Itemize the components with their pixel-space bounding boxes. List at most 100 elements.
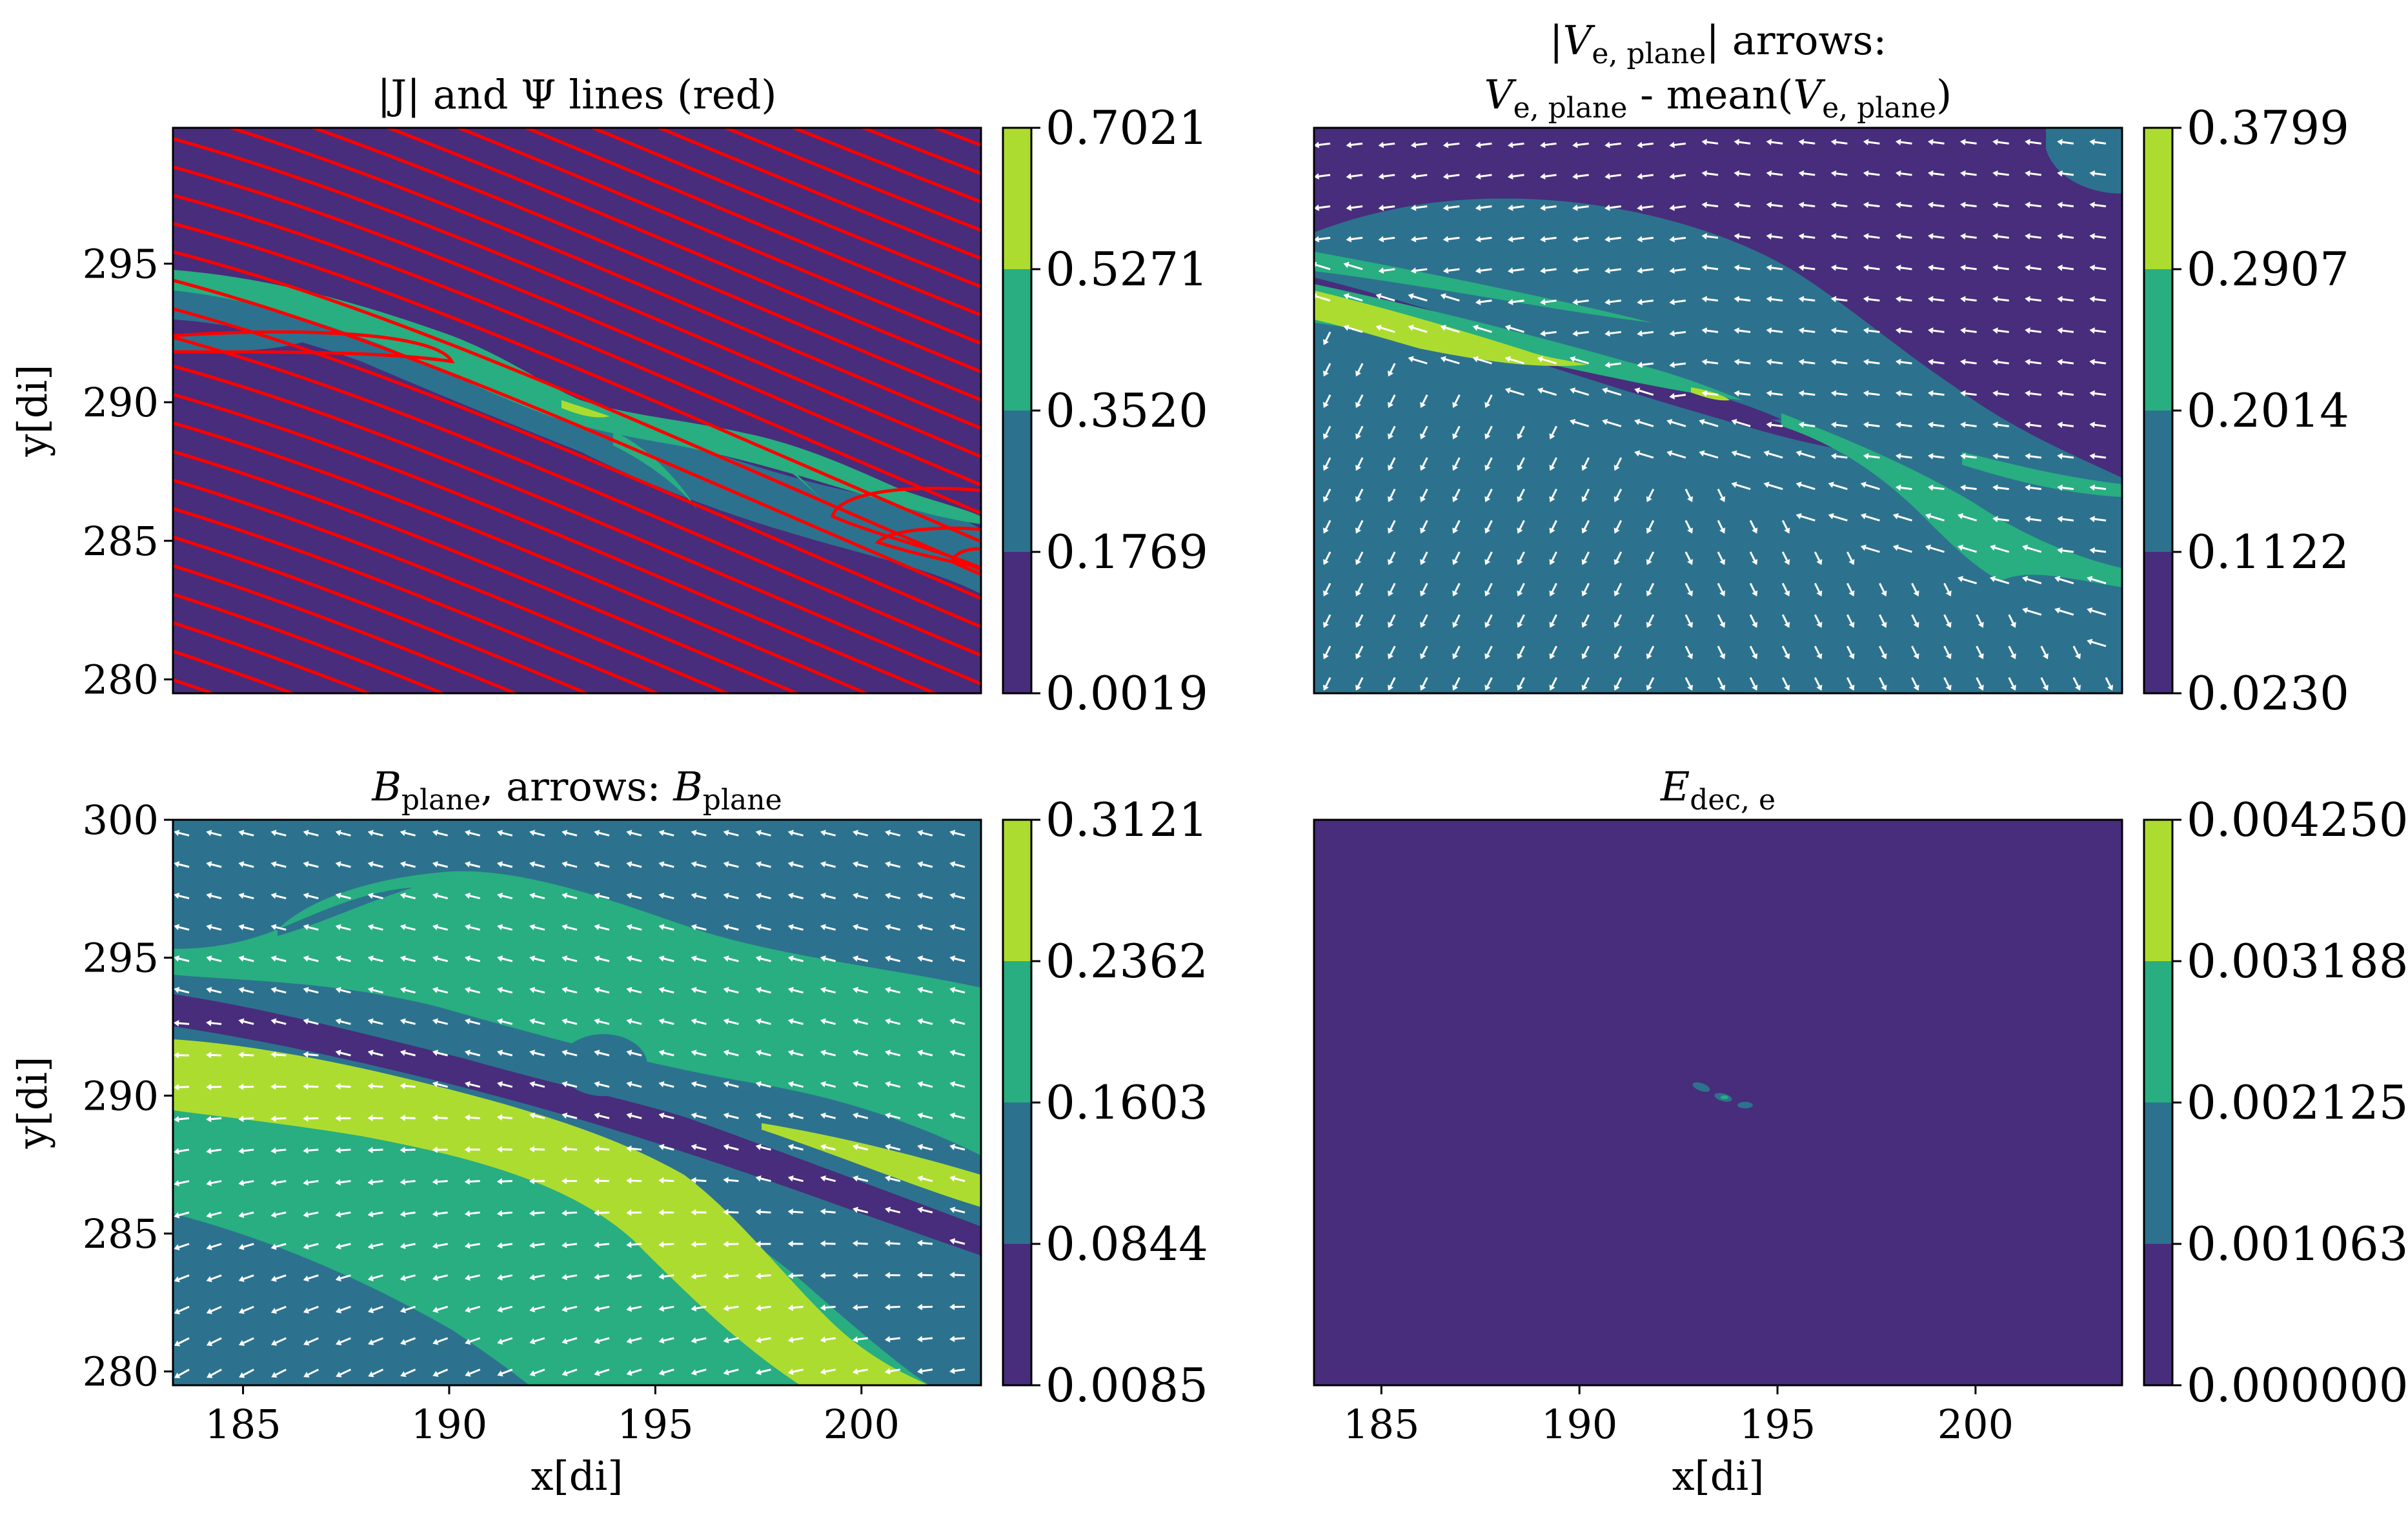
arrow: [1412, 295, 1428, 302]
arrow: [1510, 358, 1524, 365]
y-axis-label: y[di]: [9, 1057, 56, 1150]
arrow: [2062, 361, 2074, 365]
arrow: [1717, 676, 1723, 687]
arrow-head: [949, 1238, 956, 1245]
arrow-head: [723, 1241, 729, 1248]
arrow-head: [335, 1115, 341, 1122]
arrow-head: [1784, 590, 1790, 597]
arrow: [437, 863, 449, 868]
arrow: [1325, 614, 1331, 624]
arrow: [1868, 172, 1880, 176]
arrow: [1477, 327, 1492, 333]
arrow: [1900, 203, 1912, 208]
arrow: [372, 895, 383, 900]
arrow-head: [1388, 558, 1394, 565]
arrow: [889, 926, 901, 931]
arrow: [1897, 546, 1912, 553]
arrow-head: [1928, 170, 1934, 177]
arrow-head: [367, 1115, 373, 1122]
arrow-head: [1314, 141, 1320, 148]
arrow: [1997, 455, 2009, 459]
arrow-head: [1928, 296, 1934, 303]
arrow: [1486, 676, 1493, 687]
psi-line: [173, 564, 520, 693]
arrow: [1480, 142, 1492, 147]
arrow-head: [2089, 233, 2095, 240]
arrow-head: [1863, 233, 1869, 240]
arrow: [954, 1337, 966, 1340]
arrow-head: [400, 1243, 406, 1250]
arrow-head: [529, 861, 536, 868]
arrow: [1615, 457, 1623, 467]
arrow: [372, 1243, 383, 1248]
arrow: [922, 1146, 933, 1151]
arrow: [405, 1020, 416, 1025]
arrow-head: [2057, 170, 2063, 177]
arrow-head: [1766, 327, 1772, 334]
arrow-head: [2057, 233, 2063, 240]
arrow: [501, 989, 513, 994]
arrow: [307, 1337, 319, 1344]
arrow-head: [174, 1052, 179, 1059]
arrow-head: [916, 1303, 923, 1310]
arrow: [760, 1114, 771, 1119]
arrow: [340, 1274, 351, 1279]
arrow: [534, 1052, 545, 1057]
arrow-head: [755, 829, 762, 837]
arrow-head: [335, 955, 341, 962]
arrow: [1674, 142, 1686, 147]
arrow-head: [1895, 201, 1901, 208]
arrow-head: [1484, 590, 1491, 597]
arrow-head: [367, 1146, 373, 1154]
arrow: [1415, 142, 1428, 147]
arrow: [1422, 457, 1428, 467]
arrow: [1800, 515, 1816, 522]
arrow-head: [1322, 464, 1329, 471]
x-tick-label: 195: [617, 1401, 693, 1448]
arrow: [1911, 582, 1917, 593]
arrow: [728, 1211, 739, 1214]
arrow: [1351, 236, 1363, 241]
arrow-head: [1604, 361, 1610, 369]
arrow: [566, 895, 578, 900]
arrow-head: [2025, 452, 2030, 460]
arrow: [340, 1211, 351, 1215]
arrow: [1551, 614, 1557, 624]
arrow: [922, 1368, 933, 1372]
y-tick-label: 285: [83, 518, 159, 565]
arrow-head: [755, 1018, 762, 1025]
arrow: [1325, 363, 1331, 372]
arrow-head: [1701, 139, 1708, 146]
arrow: [1803, 172, 1816, 176]
arrow: [922, 957, 933, 962]
arrow: [501, 1083, 513, 1088]
arrow: [1962, 515, 1978, 522]
arrow: [340, 957, 351, 962]
psi-line: [173, 507, 662, 693]
arrow: [857, 1114, 869, 1119]
arrow: [889, 1020, 901, 1025]
arrow: [178, 1211, 190, 1217]
arrow: [1454, 520, 1461, 530]
colorbar-segment: [1003, 269, 1031, 411]
arrow-head: [335, 892, 341, 899]
arrow: [340, 1180, 351, 1184]
arrow: [1454, 582, 1461, 593]
arrow: [178, 1274, 190, 1281]
arrow-head: [723, 892, 729, 899]
arrow: [469, 989, 481, 994]
arrow: [437, 1305, 449, 1311]
arrow-head: [691, 1112, 697, 1119]
arrow: [1348, 327, 1363, 333]
arrow: [631, 1337, 642, 1342]
arrow-head: [238, 829, 245, 837]
arrow-head: [2025, 264, 2030, 271]
arrow-head: [1378, 141, 1384, 148]
arrow-head: [206, 1276, 212, 1283]
arrow-head: [1322, 370, 1329, 377]
arrow-head: [1863, 170, 1869, 177]
arrow: [1357, 582, 1364, 593]
arrow: [210, 1274, 222, 1281]
arrow: [307, 895, 319, 900]
arrow-head: [1637, 141, 1643, 148]
